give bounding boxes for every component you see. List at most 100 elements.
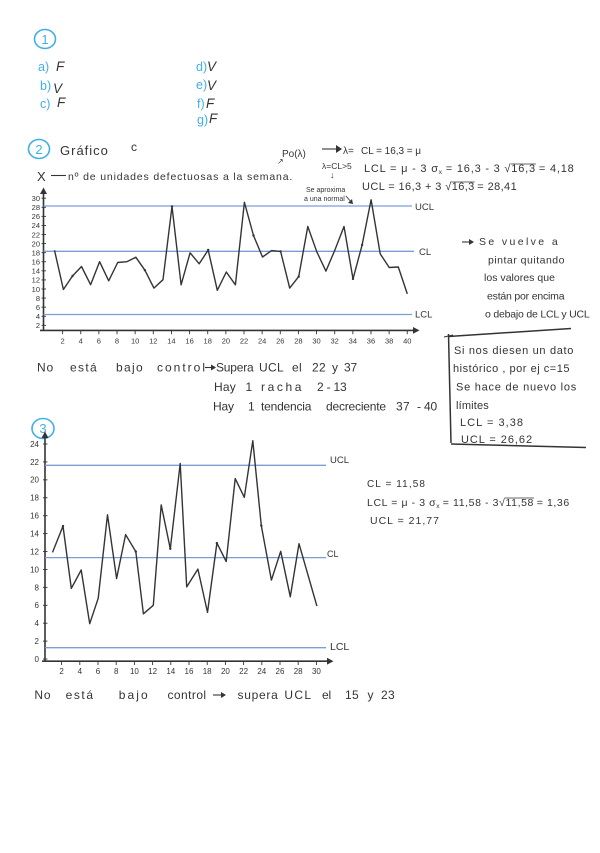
svg-text:4: 4 — [79, 337, 83, 346]
svg-text:22: 22 — [240, 337, 248, 346]
svg-text:3: 3 — [39, 421, 46, 436]
svg-text:16,3: 16,3 — [511, 163, 536, 175]
svg-text:LCL = 3,38: LCL = 3,38 — [460, 417, 524, 429]
svg-text:16: 16 — [185, 337, 193, 346]
svg-text:36: 36 — [367, 337, 375, 346]
svg-text:- 40: - 40 — [417, 400, 437, 414]
svg-text:Po(λ): Po(λ) — [282, 149, 306, 160]
svg-text:6: 6 — [97, 337, 101, 346]
svg-text:= 28,41: = 28,41 — [475, 181, 517, 193]
svg-text:UCL: UCL — [415, 202, 434, 213]
svg-text:a una normal: a una normal — [304, 196, 345, 203]
svg-text:supera: supera — [238, 688, 279, 702]
svg-text:28: 28 — [294, 667, 303, 676]
svg-text:d): d) — [196, 60, 207, 74]
svg-text:λ=: λ= — [343, 146, 354, 157]
svg-text:bajo: bajo — [119, 688, 150, 702]
svg-text:16: 16 — [185, 667, 194, 676]
svg-text:0: 0 — [35, 655, 40, 664]
svg-text:V: V — [207, 78, 218, 93]
svg-text:24: 24 — [32, 221, 40, 230]
svg-text:2: 2 — [59, 667, 64, 676]
svg-text:4: 4 — [78, 667, 83, 676]
svg-text:b): b) — [40, 79, 51, 93]
svg-text:6: 6 — [96, 667, 101, 676]
svg-text:o debajo de LCL y UCL: o debajo de LCL y UCL — [485, 309, 590, 321]
svg-text:10: 10 — [131, 337, 139, 346]
svg-text:nº de unidades defectuosas a l: nº de unidades defectuosas a la semana. — [68, 171, 293, 183]
svg-text:F: F — [57, 95, 66, 110]
svg-text:8: 8 — [115, 337, 119, 346]
svg-text:LCL = μ - 3 σ: LCL = μ - 3 σ — [364, 163, 439, 175]
svg-text:x: x — [436, 503, 440, 510]
svg-text:20: 20 — [32, 239, 40, 248]
svg-text:x: x — [439, 169, 443, 176]
svg-text:22: 22 — [239, 667, 248, 676]
svg-text:22: 22 — [312, 361, 326, 375]
svg-text:37: 37 — [396, 400, 410, 414]
svg-text:23: 23 — [381, 688, 395, 702]
svg-text:X: X — [37, 169, 46, 184]
svg-text:UCL: UCL — [259, 361, 284, 375]
svg-text:26: 26 — [32, 212, 40, 221]
svg-text:a): a) — [38, 60, 49, 74]
svg-text:CL: CL — [327, 549, 339, 559]
svg-text:CL = 16,3 = μ: CL = 16,3 = μ — [361, 146, 421, 157]
svg-text:10: 10 — [32, 285, 40, 294]
svg-text:está: está — [66, 688, 95, 702]
svg-text:8: 8 — [35, 583, 40, 592]
svg-text:y: y — [332, 361, 338, 375]
svg-text:V: V — [53, 81, 64, 96]
svg-text:UCL = 26,62: UCL = 26,62 — [461, 434, 533, 446]
svg-text:18: 18 — [32, 248, 40, 257]
svg-text:No: No — [34, 688, 51, 702]
svg-text:2: 2 — [36, 321, 40, 330]
svg-text:decreciente: decreciente — [326, 400, 386, 414]
svg-text:c): c) — [40, 97, 50, 111]
svg-text:↗: ↗ — [277, 157, 284, 166]
svg-text:está: está — [70, 361, 98, 375]
svg-text:límites: límites — [456, 400, 489, 412]
svg-text:12: 12 — [32, 276, 40, 285]
svg-text:racha: racha — [261, 380, 304, 394]
svg-text:24: 24 — [258, 337, 266, 346]
svg-text:los valores que: los valores que — [484, 272, 555, 284]
svg-text:e): e) — [196, 78, 207, 92]
svg-text:1: 1 — [246, 380, 253, 394]
svg-text:34: 34 — [349, 337, 357, 346]
svg-text:g): g) — [197, 113, 208, 127]
svg-text:↓: ↓ — [330, 170, 335, 180]
svg-text:30: 30 — [312, 667, 321, 676]
svg-text:10: 10 — [130, 667, 139, 676]
svg-text:c: c — [131, 140, 137, 154]
svg-text:y: y — [368, 688, 374, 702]
svg-text:control: control — [168, 688, 207, 702]
svg-text:14: 14 — [167, 337, 175, 346]
svg-text:tendencia: tendencia — [261, 400, 312, 414]
svg-text:14: 14 — [166, 667, 175, 676]
svg-text:20: 20 — [222, 337, 230, 346]
svg-text:8: 8 — [36, 294, 40, 303]
svg-text:LCL: LCL — [330, 641, 349, 653]
svg-text:pintar quitando: pintar quitando — [488, 255, 565, 267]
svg-text:24: 24 — [30, 440, 39, 449]
svg-text:2: 2 — [35, 637, 40, 646]
svg-text:30: 30 — [32, 194, 40, 203]
svg-text:30: 30 — [312, 337, 320, 346]
svg-text:LCL = μ - 3 σ: LCL = μ - 3 σ — [367, 497, 436, 509]
svg-text:el: el — [292, 361, 302, 375]
svg-text:14: 14 — [32, 267, 40, 276]
svg-text:4: 4 — [35, 619, 40, 628]
svg-text:11,58: 11,58 — [506, 497, 535, 509]
svg-text:22: 22 — [32, 230, 40, 239]
svg-text:λ=CL>5: λ=CL>5 — [322, 161, 352, 171]
svg-text:= 4,18: = 4,18 — [536, 163, 575, 175]
svg-text:24: 24 — [257, 667, 266, 676]
svg-text:2: 2 — [35, 142, 42, 157]
svg-text:F: F — [206, 96, 215, 111]
svg-text:UCL = 16,3 + 3 √: UCL = 16,3 + 3 √ — [362, 181, 452, 193]
svg-text:= 16,3 - 3 √: = 16,3 - 3 √ — [443, 163, 512, 175]
svg-text:Se vuelve a: Se vuelve a — [479, 236, 560, 248]
svg-text:18: 18 — [30, 494, 39, 503]
svg-text:16,3: 16,3 — [452, 181, 475, 193]
